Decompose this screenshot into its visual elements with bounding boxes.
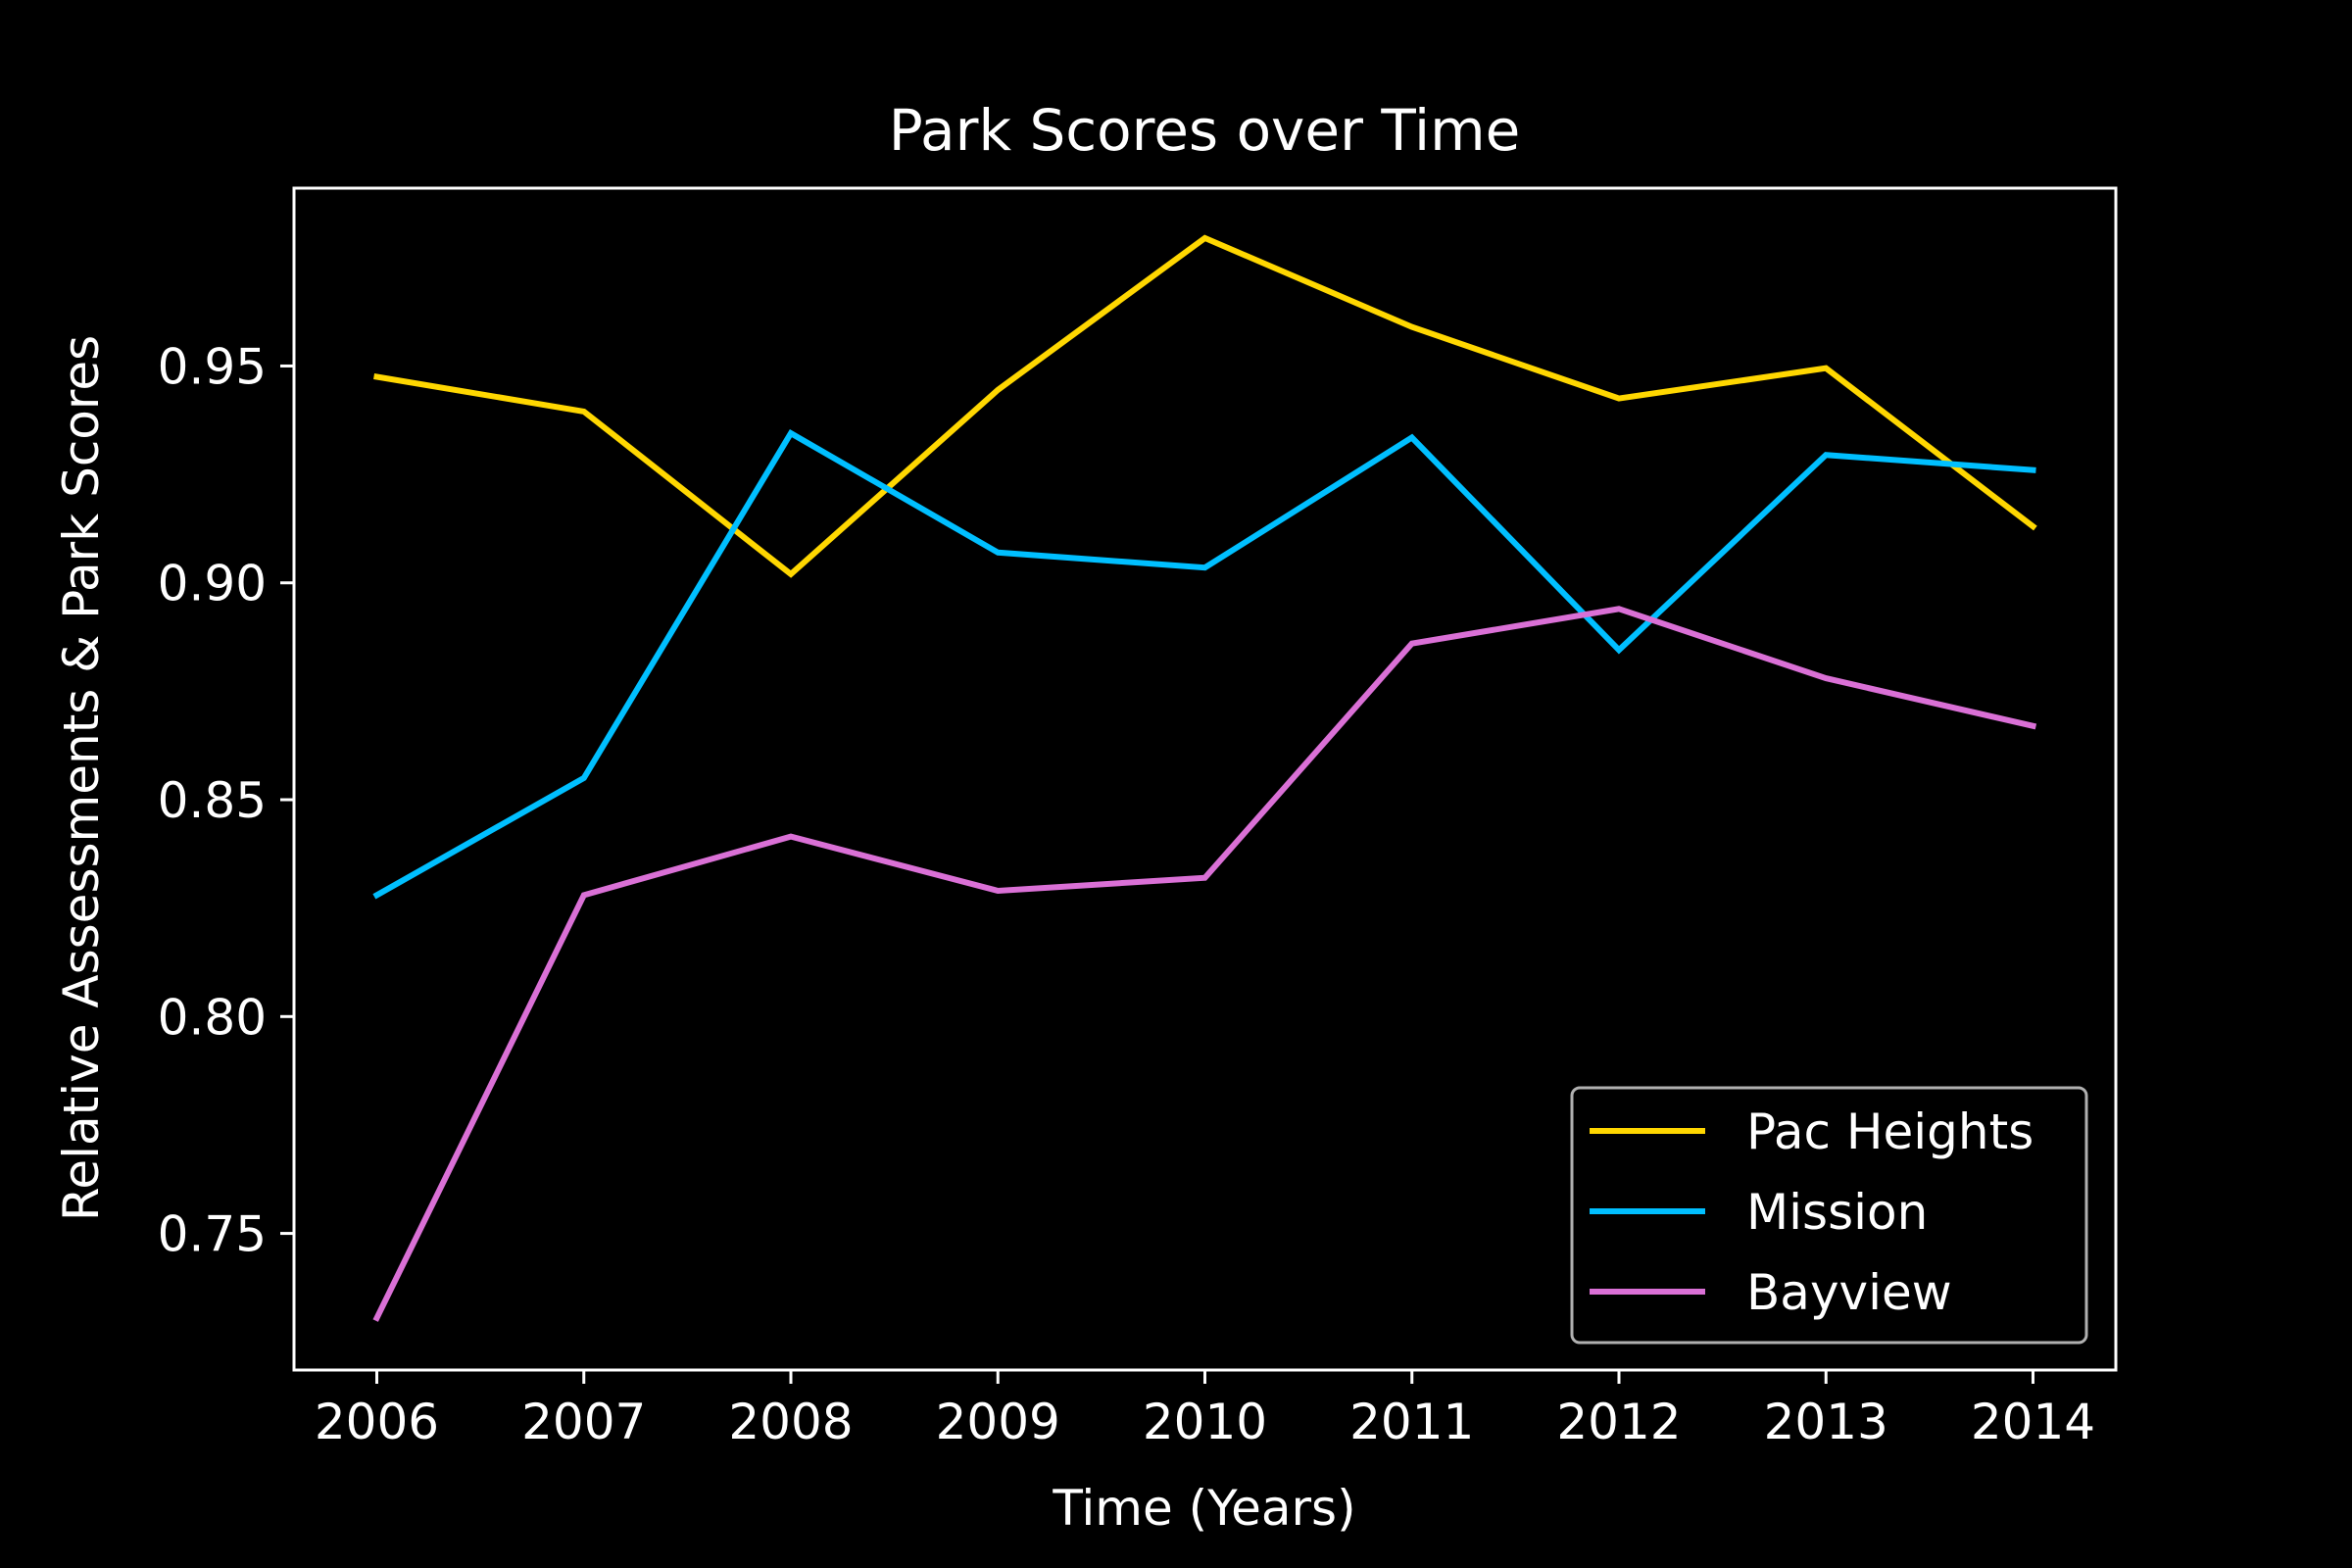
- chart-title: Park Scores over Time: [889, 97, 1521, 164]
- x-tick-label: 2009: [936, 1394, 1060, 1450]
- x-tick-label: 2012: [1556, 1394, 1681, 1450]
- x-tick-label: 2013: [1764, 1394, 1888, 1450]
- legend-label-mission: Mission: [1746, 1184, 1928, 1241]
- legend-label-bayview: Bayview: [1746, 1264, 1952, 1321]
- y-axis-ticks: 0.75 0.80 0.85 0.90 0.95: [158, 338, 294, 1263]
- x-axis-label: Time (Years): [1052, 1480, 1355, 1537]
- x-tick-label: 2006: [315, 1394, 439, 1450]
- x-axis-ticks: 2006 2007 2008 2009 2010 2011 2012 2013 2014: [315, 1370, 2095, 1450]
- x-tick-label: 2007: [521, 1394, 646, 1450]
- x-tick-label: 2008: [728, 1394, 853, 1450]
- plot-area: [372, 234, 2037, 1322]
- x-tick-label: 2010: [1143, 1394, 1267, 1450]
- y-tick-label: 0.85: [158, 772, 267, 829]
- y-axis-label: Relative Assessments & Park Scores: [53, 335, 110, 1221]
- y-tick-label: 0.75: [158, 1206, 267, 1263]
- y-tick-label: 0.80: [158, 989, 267, 1046]
- series-line-pac-heights: [373, 234, 2037, 578]
- y-tick-label: 0.90: [158, 556, 267, 612]
- legend: Pac Heights Mission Bayview: [1570, 1086, 2088, 1345]
- series-line-mission: [372, 429, 2036, 900]
- x-tick-label: 2011: [1349, 1394, 1474, 1450]
- y-tick-label: 0.95: [158, 338, 267, 395]
- legend-label-pac-heights: Pac Heights: [1746, 1103, 2034, 1160]
- series-line-bayview: [372, 606, 2037, 1322]
- x-tick-label: 2014: [1971, 1394, 2095, 1450]
- legend-box: [1570, 1086, 2088, 1345]
